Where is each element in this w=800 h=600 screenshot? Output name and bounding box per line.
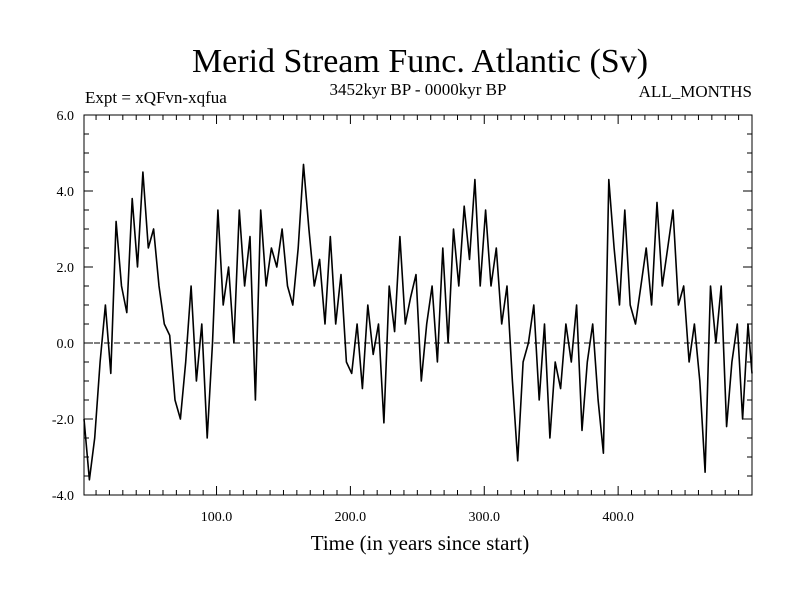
y-tick-label: 4.0 (57, 185, 75, 200)
x-tick-label: 300.0 (469, 510, 501, 525)
y-tick-label: -2.0 (52, 413, 74, 428)
x-tick-label: 400.0 (602, 510, 634, 525)
months-label: ALL_MONTHS (639, 82, 752, 101)
x-tick-label: 200.0 (335, 510, 367, 525)
data-layer (83, 163, 753, 481)
series-line (83, 163, 753, 481)
y-tick-label: 6.0 (57, 109, 75, 124)
experiment-label: Expt = xQFvn-xqfua (85, 88, 227, 107)
x-tick-label: 100.0 (201, 510, 233, 525)
axes-layer: -4.0 -2.0 0.0 2.0 4.0 6.0 100.0 200.0 300.0 400.0 (52, 109, 753, 525)
x-axis-label: Time (in years since start) (311, 531, 530, 555)
y-tick-label: 2.0 (57, 261, 75, 276)
chart-title: Merid Stream Func. Atlantic (Sv) (192, 43, 648, 80)
time-range-label: 3452kyr BP - 0000kyr BP (330, 80, 507, 99)
y-tick-label: 0.0 (57, 337, 75, 352)
y-tick-label: -4.0 (52, 489, 74, 504)
